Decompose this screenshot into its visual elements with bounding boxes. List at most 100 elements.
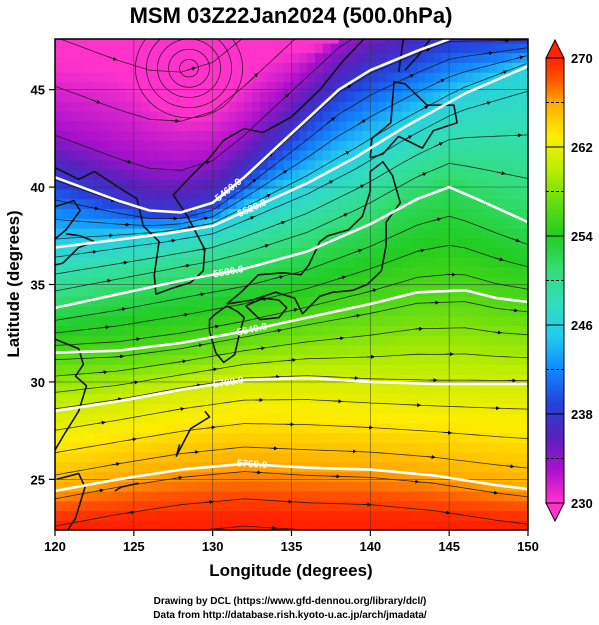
wind-arrow [357,119,367,126]
wind-arrow [355,184,365,190]
streamline [55,399,528,431]
wind-arrow [249,73,259,82]
coastline [208,305,245,364]
colorbar-min-arrow [545,502,565,523]
wind-arrow [339,213,348,218]
wind-arrow [438,0,446,1]
vortex-streamline [179,59,199,78]
wind-arrow [111,462,121,467]
x-tick-label: 130 [202,539,224,554]
wind-arrow [260,244,270,248]
wind-arrow [110,542,118,543]
wind-arrow [421,48,431,53]
wind-arrow [280,93,290,102]
wind-arrow [353,248,363,253]
wind-arrow [436,78,446,84]
y-tick-label: 45 [31,83,45,98]
wind-arrow [206,425,216,430]
coastline [226,161,402,315]
x-tick-label: 140 [359,539,381,554]
colorbar-tick-label: 262 [571,140,593,155]
wind-arrow [194,343,203,348]
wind-arrow [337,275,347,280]
streamline [55,47,528,219]
wind-arrow [210,324,220,329]
streamline [55,375,528,410]
wind-arrow [102,279,112,283]
wind-arrow [515,55,524,60]
chart-title: MSM 03Z22Jan2024 (500.0hPa) [130,3,453,28]
wind-arrow [432,217,442,222]
wind-arrow [495,257,504,262]
wind-arrow [497,171,506,176]
wind-arrow [192,383,202,388]
wind-arrow [418,172,427,177]
coastline [369,81,458,159]
wind-arrow [187,66,196,71]
streamline [198,525,321,530]
wind-arrow [419,105,429,111]
wind-arrow [100,325,110,330]
wind-arrow [504,548,512,549]
wind-arrow [181,263,191,268]
streamline [59,39,243,73]
wind-arrow [434,142,444,147]
wind-arrow [273,328,282,333]
contour-label: 5760.0 [236,458,268,471]
wind-arrow [489,490,499,495]
wind-arrow [326,117,336,125]
wind-arrow [97,420,106,425]
wind-arrow [416,248,425,253]
wind-arrow [117,307,126,312]
wind-arrow [201,160,211,165]
wind-arrow [208,367,218,372]
wind-arrow [351,313,361,318]
streamline [55,90,528,258]
streamline [55,62,528,240]
vortex-streamline [146,39,232,109]
wind-arrow [343,84,352,91]
wind-arrow [198,247,207,252]
wind-arrow [183,225,193,230]
colorbar-tick-label: 270 [571,51,593,66]
wind-arrow [264,152,273,161]
vortex-streamline [157,39,221,98]
wind-arrow [425,537,433,538]
wind-arrow [122,159,132,164]
wind-arrow [245,216,255,221]
colorbar-max-arrow [545,38,565,59]
wind-arrow [509,308,519,313]
streamline [55,134,528,275]
coastline [397,39,405,73]
colorbar-tick-label: 246 [571,318,593,333]
wind-arrow [247,178,257,186]
wind-arrow [95,488,104,493]
credit-line-1: Drawing by DCL (https://www.gfd-dennou.o… [154,596,427,607]
x-tick-label: 120 [44,539,66,554]
wind-arrow [177,359,187,364]
wind-arrow [443,430,453,435]
x-tick-label: 135 [281,539,303,554]
wind-arrow [256,346,266,351]
wind-arrow [126,510,135,515]
wind-arrow [88,249,97,254]
wind-arrow [484,51,494,56]
wind-arrow [275,275,284,280]
streamline [55,162,528,292]
contour-line [55,65,528,249]
contour-label: 5700.0 [213,375,245,391]
colorbar-ticks: 230 238 246 254 262 270 [546,51,593,511]
wind-arrow [205,500,214,505]
wind-arrow [115,354,125,359]
streamline [55,301,528,361]
x-tick-label: 125 [123,539,145,554]
wind-arrow [278,170,288,177]
wind-arrow [289,308,299,312]
streamline [55,55,528,227]
wind-arrow [113,397,123,402]
wind-arrow [482,101,492,105]
coastline [175,410,211,457]
streamline [55,215,528,321]
